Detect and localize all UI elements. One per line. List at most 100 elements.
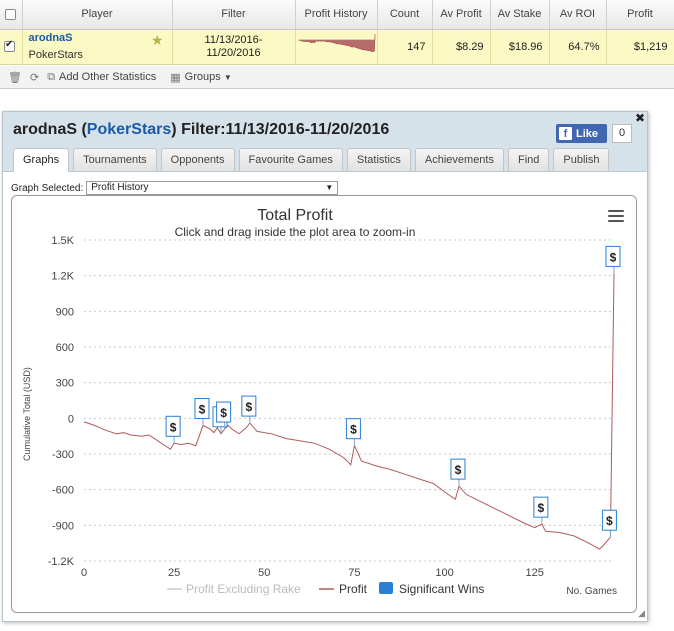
groups-dropdown[interactable]: Groups ▼	[185, 71, 232, 83]
add-stats-icon[interactable]: ⧉	[47, 70, 56, 83]
av-roi-value: 64.7%	[549, 29, 607, 65]
tab-publish[interactable]: Publish	[553, 148, 610, 171]
av-profit-value: $8.29	[432, 29, 491, 65]
header-profit[interactable]: Profit	[606, 0, 674, 30]
groups-icon[interactable]: ▦	[170, 71, 181, 84]
tab-statistics[interactable]: Statistics	[346, 148, 411, 171]
significant-win-flag	[241, 395, 257, 417]
x-tick-label: 125	[526, 567, 544, 579]
significant-win-label: $	[246, 400, 253, 414]
significant-win-flag	[165, 415, 181, 437]
groups-label: Groups	[184, 71, 221, 83]
header-count[interactable]: Count	[377, 0, 433, 30]
tab-opponents[interactable]: Opponents	[160, 148, 235, 171]
significant-win-label: $	[350, 423, 357, 437]
significant-win-flag	[216, 401, 232, 423]
profit-series-line	[83, 273, 615, 550]
significant-win-flag	[345, 418, 361, 440]
player-name-link[interactable]: arodnaS	[28, 32, 73, 44]
x-tick-label: 75	[348, 567, 360, 579]
x-tick-label: 50	[258, 567, 270, 579]
legend-swatch-significant-wins	[379, 582, 393, 594]
player-cell: arodnaS PokerStars ★	[22, 29, 173, 65]
panel-title-filter: Filter:11/13/2016-11/20/2016	[181, 121, 390, 138]
legend-profit: Profit	[339, 582, 368, 596]
header-av-roi[interactable]: Av ROI	[549, 0, 607, 30]
significant-win-label: $	[199, 402, 206, 416]
filter-start: 11/13/2016-	[204, 33, 263, 46]
table-toolbar: 🗑 ⟳ ⧉ Add Other Statistics ▦ Groups ▼	[0, 66, 674, 89]
header-av-stake[interactable]: Av Stake	[490, 0, 550, 30]
chart-subtitle: Click and drag inside the plot area to z…	[175, 225, 416, 239]
facebook-like-button[interactable]: f Like	[556, 124, 607, 143]
resize-handle-icon[interactable]: ◢	[638, 608, 645, 618]
close-icon[interactable]: ✖	[634, 111, 645, 125]
graph-selector: Graph Selected: Profit History ▼	[11, 181, 339, 195]
legend-significant-wins: Significant Wins	[399, 582, 484, 596]
header-av-profit[interactable]: Av Profit	[432, 0, 491, 30]
header-filter[interactable]: Filter	[172, 0, 296, 30]
trash-icon[interactable]: 🗑	[8, 71, 22, 84]
significant-win-label: $	[610, 250, 617, 264]
add-other-statistics-button[interactable]: Add Other Statistics	[59, 71, 157, 83]
star-badge-icon: ★	[150, 31, 164, 48]
chart-container[interactable]: Total Profit Click and drag inside the p…	[11, 195, 637, 613]
refresh-icon[interactable]: ⟳	[29, 71, 40, 84]
x-tick-label: 100	[435, 567, 453, 579]
tab-find[interactable]: Find	[507, 148, 550, 171]
row-checkbox[interactable]	[4, 39, 15, 53]
y-tick-label: 600	[56, 342, 74, 354]
y-axis-label: Cumulative Total (USD)	[22, 367, 32, 461]
like-label: Like	[576, 127, 599, 140]
y-tick-label: 1.5K	[51, 235, 74, 247]
profit-sparkline	[298, 33, 375, 53]
significant-win-flag	[601, 509, 617, 531]
filter-cell: 11/13/2016- 11/20/2016	[172, 29, 296, 65]
significant-win-flag	[533, 496, 549, 518]
select-all-checkbox[interactable]	[5, 8, 17, 20]
significant-win-label: $	[170, 420, 177, 434]
chart-title: Total Profit	[257, 207, 333, 224]
legend-profit-excl-rake: Profit Excluding Rake	[186, 582, 301, 596]
profit-history-cell	[295, 29, 378, 65]
x-axis-label: No. Games	[566, 586, 617, 597]
header-select-all[interactable]	[0, 0, 23, 30]
significant-win-label: $	[220, 406, 227, 420]
panel-header: arodnaS (PokerStars) Filter:11/13/2016-1…	[3, 111, 647, 172]
significant-win-label: $	[455, 463, 462, 477]
y-tick-label: 1.2K	[51, 271, 74, 283]
y-tick-label: 900	[56, 306, 74, 318]
dropdown-arrow-icon: ▼	[325, 183, 334, 192]
count-value: 147	[377, 29, 433, 65]
player-graph-panel: arodnaS (PokerStars) Filter:11/13/2016-1…	[2, 111, 648, 622]
significant-win-label: $	[606, 514, 613, 528]
chevron-down-icon: ▼	[223, 73, 232, 82]
av-stake-value: $18.96	[490, 29, 550, 65]
graph-selected-label: Graph Selected:	[11, 182, 84, 194]
graph-select[interactable]: Profit History ▼	[86, 181, 339, 195]
panel-title-site-link[interactable]: PokerStars	[86, 121, 172, 138]
header-player[interactable]: Player	[22, 0, 173, 30]
chart-menu-icon[interactable]	[608, 210, 624, 222]
significant-win-flag	[605, 245, 621, 267]
table-row[interactable]: arodnaS PokerStars ★ 11/13/2016- 11/20/2…	[0, 29, 674, 65]
profit-chart[interactable]: Total Profit Click and drag inside the p…	[12, 196, 637, 613]
header-profit-history[interactable]: Profit History	[295, 0, 378, 30]
row-select-cell[interactable]	[0, 29, 23, 65]
tab-favourite-games[interactable]: Favourite Games	[238, 148, 343, 171]
y-tick-label: -300	[52, 449, 74, 461]
player-site: PokerStars	[28, 49, 83, 61]
tab-achievements[interactable]: Achievements	[414, 148, 504, 171]
panel-tabs: Graphs Tournaments Opponents Favourite G…	[13, 148, 613, 172]
tab-tournaments[interactable]: Tournaments	[73, 148, 157, 171]
table-header-row: Player Filter Profit History Count Av Pr…	[0, 0, 674, 30]
x-tick-label: 25	[168, 567, 180, 579]
facebook-icon: f	[559, 127, 572, 140]
tab-graphs[interactable]: Graphs	[13, 148, 70, 172]
significant-win-flag	[450, 458, 466, 480]
y-tick-label: -900	[52, 520, 74, 532]
profit-value: $1,219	[606, 29, 674, 65]
y-tick-label: -1.2K	[48, 556, 75, 568]
x-tick-label: 0	[81, 567, 87, 579]
y-tick-label: 300	[56, 378, 74, 390]
